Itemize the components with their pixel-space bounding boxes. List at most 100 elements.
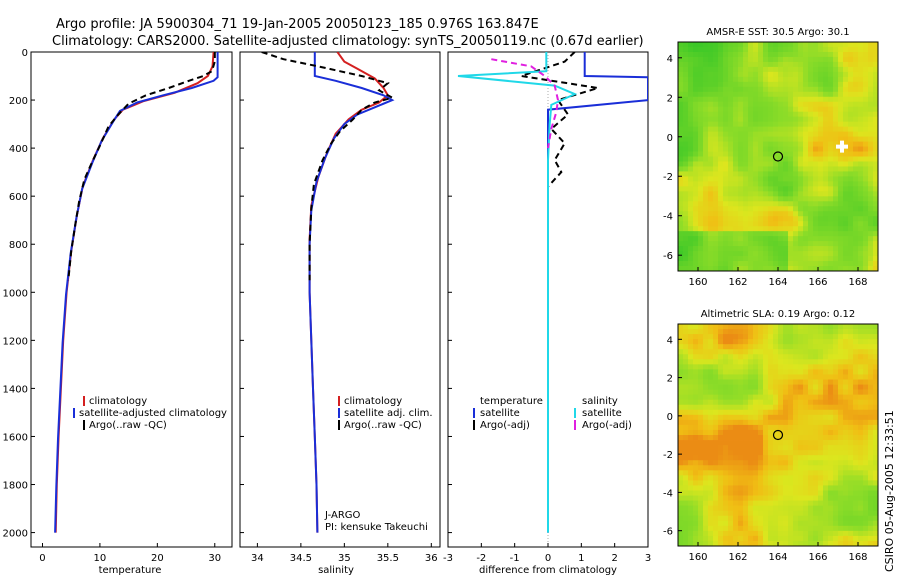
map-cell bbox=[793, 435, 799, 441]
map-cell bbox=[678, 389, 684, 396]
map-cell bbox=[728, 106, 734, 113]
map-cell bbox=[803, 424, 809, 431]
map-cell bbox=[818, 206, 824, 212]
map-cell bbox=[783, 349, 789, 355]
map-cell bbox=[768, 176, 774, 182]
map-cell bbox=[688, 151, 694, 157]
map-cell bbox=[748, 146, 754, 152]
map-cell bbox=[718, 42, 724, 48]
map-cell bbox=[728, 111, 734, 118]
map-cell bbox=[738, 500, 744, 507]
map-cell bbox=[853, 131, 859, 137]
map-cell bbox=[703, 101, 709, 108]
map-cell bbox=[828, 419, 834, 426]
map-cell bbox=[693, 181, 699, 187]
map-cell bbox=[773, 71, 779, 78]
x-tick-label: 34.5 bbox=[290, 553, 312, 564]
map-cell bbox=[833, 46, 839, 53]
map-cell bbox=[743, 241, 749, 247]
map-cell bbox=[763, 106, 769, 113]
map-cell bbox=[683, 226, 689, 232]
map-cell bbox=[763, 206, 769, 212]
map-cell bbox=[828, 66, 834, 73]
map-cell bbox=[813, 389, 819, 396]
map-cell bbox=[808, 399, 814, 406]
map-cell bbox=[853, 435, 859, 441]
map-cell bbox=[728, 334, 734, 340]
map-cell bbox=[818, 429, 824, 436]
map-cell bbox=[813, 111, 819, 118]
map-cell bbox=[833, 256, 839, 262]
map-cell bbox=[843, 66, 849, 73]
map-cell bbox=[773, 500, 779, 507]
map-cell bbox=[808, 201, 814, 207]
map-cell bbox=[813, 166, 819, 172]
map-cell bbox=[748, 42, 754, 48]
map-cell bbox=[873, 429, 879, 436]
map-cell bbox=[773, 176, 779, 182]
map-cell bbox=[853, 91, 859, 98]
map-cell bbox=[718, 435, 724, 441]
map-cell bbox=[753, 146, 759, 152]
map-cell bbox=[843, 86, 849, 93]
map-cell bbox=[793, 201, 799, 207]
map-cell bbox=[733, 324, 739, 330]
map-cell bbox=[858, 131, 864, 137]
map-cell bbox=[793, 76, 799, 83]
map-x-tick-label: 162 bbox=[728, 277, 747, 288]
map-cell bbox=[708, 359, 714, 365]
map-cell bbox=[763, 61, 769, 68]
map-y-tick-label: -4 bbox=[663, 212, 673, 223]
map-cell bbox=[818, 359, 824, 365]
map-cell bbox=[773, 505, 779, 512]
map-cell bbox=[733, 525, 739, 532]
map-cell bbox=[768, 480, 774, 486]
map-cell bbox=[813, 226, 819, 232]
map-cell bbox=[768, 344, 774, 350]
map-cell bbox=[683, 475, 689, 481]
map-cell bbox=[788, 266, 794, 272]
map-cell bbox=[793, 424, 799, 431]
map-cell bbox=[793, 404, 799, 411]
map-cell bbox=[763, 231, 769, 237]
map-cell bbox=[708, 246, 714, 252]
map-cell bbox=[688, 535, 694, 542]
map-cell bbox=[738, 51, 744, 58]
map-cell bbox=[753, 520, 759, 527]
map-cell bbox=[753, 96, 759, 103]
map-cell bbox=[693, 480, 699, 486]
map-cell bbox=[838, 261, 844, 267]
map-cell bbox=[678, 251, 684, 257]
map-cell bbox=[698, 56, 704, 63]
map-cell bbox=[823, 146, 829, 152]
map-cell bbox=[683, 359, 689, 365]
map-cell bbox=[758, 455, 764, 461]
map-cell bbox=[863, 101, 869, 108]
map-cell bbox=[703, 460, 709, 466]
map-cell bbox=[683, 86, 689, 93]
map-cell bbox=[788, 450, 794, 456]
map-cell bbox=[783, 201, 789, 207]
map-cell bbox=[743, 66, 749, 73]
map-cell bbox=[828, 440, 834, 446]
map-cell bbox=[733, 231, 739, 237]
map-cell bbox=[678, 359, 684, 365]
map-x-tick-label: 168 bbox=[848, 277, 867, 288]
map-cell bbox=[738, 419, 744, 426]
map-cell bbox=[853, 116, 859, 123]
map-cell bbox=[858, 339, 864, 345]
map-cell bbox=[773, 81, 779, 88]
map-cell bbox=[693, 354, 699, 360]
map-cell bbox=[748, 455, 754, 461]
map-cell bbox=[788, 445, 794, 451]
map-cell bbox=[863, 349, 869, 355]
map-cell bbox=[728, 515, 734, 522]
map-cell bbox=[738, 414, 744, 421]
map-cell bbox=[823, 101, 829, 108]
map-cell bbox=[788, 329, 794, 335]
map-cell bbox=[718, 161, 724, 167]
map-cell bbox=[813, 485, 819, 491]
map-cell bbox=[803, 475, 809, 481]
map-cell bbox=[738, 106, 744, 113]
map-cell bbox=[783, 96, 789, 103]
